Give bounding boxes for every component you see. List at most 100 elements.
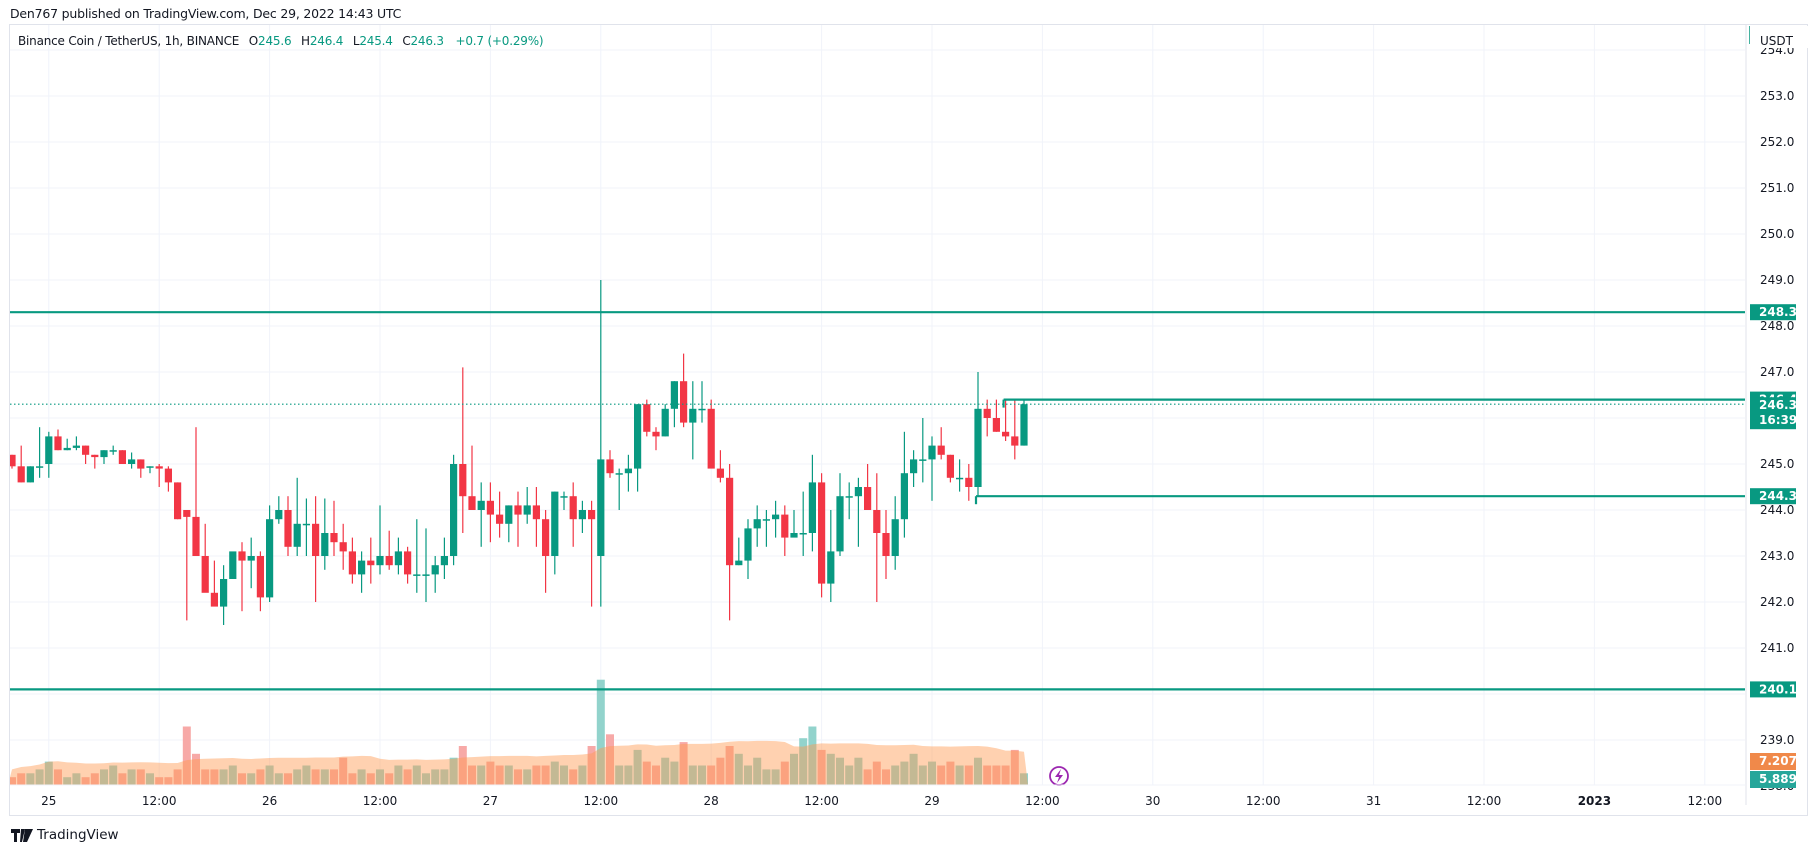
price-tick-label: 245.0 (1760, 457, 1794, 471)
change-value: +0.7 (+0.29%) (455, 34, 544, 48)
low-value: 245.4 (359, 34, 393, 48)
candle-body (367, 560, 375, 566)
volume-bar (900, 761, 909, 785)
current-price-badge: 246.316:39 (1750, 397, 1797, 430)
volume-bar (992, 765, 1001, 785)
candle-body (670, 381, 678, 409)
svg-text:240.1: 240.1 (1759, 682, 1797, 696)
candle-body (358, 560, 366, 575)
lightning-icon[interactable] (1049, 766, 1069, 786)
volume-bar (642, 761, 651, 785)
candle-body (808, 482, 816, 533)
candle-body (109, 450, 117, 452)
candle-body (220, 579, 228, 607)
volume-bar (357, 769, 366, 785)
svg-text:USDT: USDT (1760, 34, 1794, 48)
candle-body (229, 551, 237, 579)
volume-bar (532, 765, 541, 785)
volume-bar (311, 769, 320, 785)
volume-bar (955, 765, 964, 785)
svg-text:246.3: 246.3 (1759, 398, 1797, 412)
candle-body (845, 496, 853, 498)
plot-area[interactable] (8, 25, 1745, 786)
volume-bar (238, 773, 246, 785)
candle-body (91, 454, 99, 458)
candle-body (468, 496, 476, 510)
volume-bar (477, 765, 486, 785)
time-tick-label: 31 (1366, 794, 1381, 808)
open-label: O (248, 34, 259, 48)
candle-body (707, 408, 715, 469)
price-tick-label: 251.0 (1760, 181, 1794, 195)
publisher-line: Den767 published on TradingView.com, Dec… (10, 6, 402, 21)
price-tick-label: 244.0 (1760, 503, 1794, 517)
low-label: L (352, 34, 360, 48)
candle-body (247, 556, 255, 561)
symbol-title[interactable]: Binance Coin / TetherUS, 1h, BINANCE (18, 34, 240, 48)
tradingview-brand[interactable]: TradingView (11, 827, 119, 843)
volume-bar (192, 753, 200, 785)
volume-bar (661, 757, 670, 785)
candle-body (937, 445, 945, 455)
price-tick-label: 247.0 (1760, 365, 1794, 379)
time-axis[interactable]: 25 12:00 26 12:00 27 12:00 28 12:00 29 12:00 30 12:… (41, 794, 1722, 808)
volume-bar (596, 679, 605, 785)
price-tick-label: 243.0 (1760, 549, 1794, 563)
candle-body (744, 528, 752, 561)
candle-body (597, 459, 605, 556)
price-axis[interactable]: 254.0253.0252.0251.0250.0249.0248.0247.0… (1749, 26, 1810, 793)
volume-bar (394, 765, 403, 785)
candle-body (983, 408, 991, 418)
volume-bar (127, 769, 136, 785)
volume-bar (882, 769, 890, 785)
volume-bar (339, 757, 348, 785)
candle-body (698, 408, 706, 411)
time-tick-label: 12:00 (1025, 794, 1060, 808)
candle-body (689, 408, 697, 423)
candle-body (1020, 404, 1028, 446)
svg-text:5.889K: 5.889K (1759, 772, 1807, 786)
volume-bar (937, 765, 946, 785)
price-tick-label: 248.0 (1760, 319, 1794, 333)
candle-body (542, 519, 550, 556)
volume-bar (514, 769, 522, 785)
candle-body (928, 445, 936, 460)
time-tick-label: 12:00 (1467, 794, 1502, 808)
volume-bar (918, 765, 927, 785)
candle-body (174, 482, 182, 520)
time-tick-label: 28 (704, 794, 719, 808)
volume-bar (569, 769, 578, 785)
candle-body (128, 459, 136, 464)
volume-bar (762, 769, 771, 785)
volume-ma-badge: 7.207K (1750, 753, 1807, 770)
volume-bar (891, 765, 900, 785)
candle-body (72, 445, 80, 448)
volume-bar (688, 765, 697, 785)
candle-body (266, 519, 274, 598)
volume-bar (486, 761, 495, 785)
candle-body (164, 468, 172, 483)
candle-body (523, 505, 531, 515)
volume-bar (284, 773, 292, 785)
volume-bar (90, 773, 99, 785)
candle-body (615, 473, 623, 475)
volume-bar (872, 761, 881, 785)
volume-bar (928, 761, 936, 785)
candle-body (321, 533, 329, 556)
volume-bar (182, 726, 191, 785)
volume-bar (136, 769, 145, 785)
volume-bar (376, 769, 384, 785)
volume-bar (560, 765, 568, 785)
candle-body (385, 556, 393, 566)
volume-bar (964, 765, 973, 785)
candle-body (312, 523, 320, 556)
candle-body (900, 473, 908, 520)
tradingview-logo-icon (11, 828, 33, 842)
candle-body (459, 464, 467, 497)
candle-body (82, 445, 90, 455)
candle-body (404, 551, 412, 575)
candle-body (210, 592, 218, 607)
price-tick-label: 249.0 (1760, 273, 1794, 287)
volume-bar (302, 765, 311, 785)
